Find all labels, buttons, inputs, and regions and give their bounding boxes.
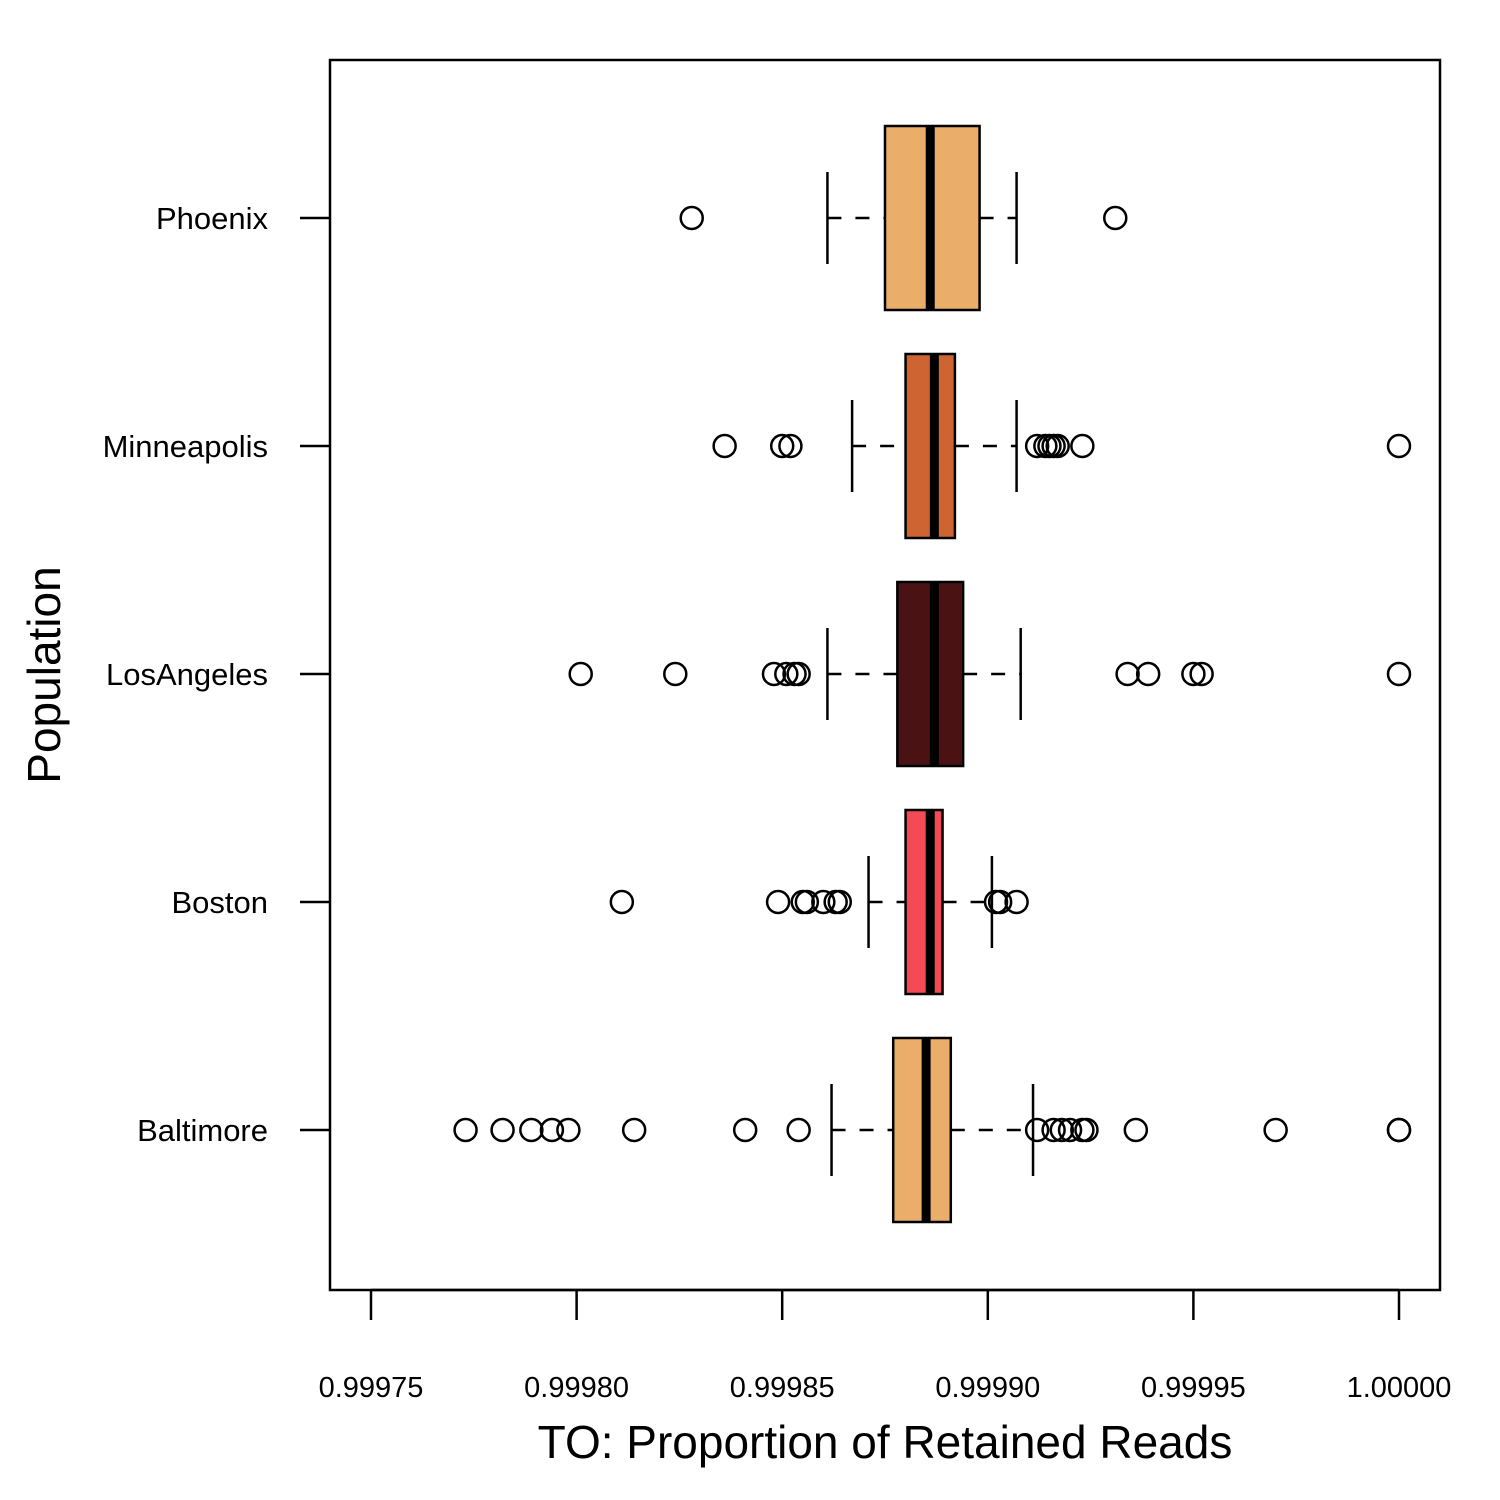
- y-tick-label: Baltimore: [137, 1113, 268, 1148]
- outlier-point: [827, 889, 853, 915]
- outlier-point: [712, 433, 737, 459]
- box-group-baltimore: [453, 1036, 1412, 1224]
- outlier-point: [732, 1117, 758, 1143]
- x-tick-label: 1.00000: [1347, 1372, 1452, 1404]
- outlier-point: [1189, 661, 1214, 687]
- y-axis-title: Population: [18, 566, 70, 783]
- outlier-point: [1070, 433, 1095, 459]
- outlier-point: [765, 889, 791, 915]
- outlier-point: [1004, 889, 1029, 915]
- outlier-point: [1041, 1117, 1066, 1143]
- box-group-phoenix: [679, 124, 1128, 312]
- outlier-point: [1115, 661, 1140, 687]
- y-tick-label: Minneapolis: [103, 429, 268, 464]
- outlier-point: [811, 889, 836, 915]
- outlier-point: [769, 433, 795, 459]
- outlier-point: [621, 1117, 647, 1143]
- outlier-point: [1045, 433, 1070, 459]
- outlier-point: [490, 1117, 515, 1143]
- outlier-point: [1386, 433, 1412, 459]
- outlier-point: [519, 1117, 544, 1143]
- outlier-point: [539, 1117, 565, 1143]
- outlier-point: [1024, 433, 1050, 459]
- outlier-point: [761, 661, 787, 687]
- outlier-point: [1386, 661, 1412, 687]
- outlier-point: [1024, 1117, 1050, 1143]
- x-tick-label: 0.99975: [319, 1372, 424, 1404]
- outlier-point: [1263, 1117, 1288, 1143]
- x-tick-label: 0.99990: [935, 1372, 1040, 1404]
- outlier-point: [1103, 205, 1128, 231]
- outlier-point: [794, 889, 820, 915]
- outlier-point: [774, 661, 799, 687]
- outlier-point: [1057, 1117, 1083, 1143]
- outlier-point: [609, 889, 635, 915]
- x-tick-label: 0.99980: [524, 1372, 629, 1404]
- y-tick-label: Phoenix: [156, 201, 269, 236]
- outlier-point: [1074, 1117, 1099, 1143]
- outlier-point: [1181, 661, 1206, 687]
- outlier-point: [679, 205, 704, 231]
- box-group-losangeles: [568, 580, 1412, 768]
- outlier-point: [786, 1117, 811, 1143]
- y-axis: Baltimore Boston LosAngeles Minneapolis Phoe…: [103, 201, 330, 1148]
- y-tick-label: LosAngeles: [106, 657, 268, 692]
- box-group-minneapolis: [712, 352, 1412, 540]
- outlier-point: [1123, 1117, 1149, 1143]
- y-tick-label: Boston: [171, 885, 268, 920]
- outlier-point: [663, 661, 688, 687]
- outlier-point: [1049, 1117, 1075, 1143]
- outlier-point: [1135, 661, 1161, 687]
- box: [904, 808, 944, 996]
- x-axis: 0.99975 0.99980 0.99985 0.99990 0.99995 1.000…: [319, 1288, 1452, 1404]
- x-axis-title: TO: Proportion of Retained Reads: [538, 1416, 1233, 1468]
- outlier-point: [778, 433, 803, 459]
- outlier-point: [786, 661, 811, 687]
- outlier-point: [987, 889, 1013, 915]
- x-tick-label: 0.99995: [1141, 1372, 1246, 1404]
- outlier-point: [556, 1117, 581, 1143]
- box-group-boston: [609, 808, 1029, 996]
- x-tick-label: 0.99985: [730, 1372, 835, 1404]
- outlier-point: [568, 661, 593, 687]
- outlier-point: [453, 1117, 478, 1143]
- boxes: [453, 124, 1412, 1224]
- outlier-point: [1386, 1117, 1412, 1143]
